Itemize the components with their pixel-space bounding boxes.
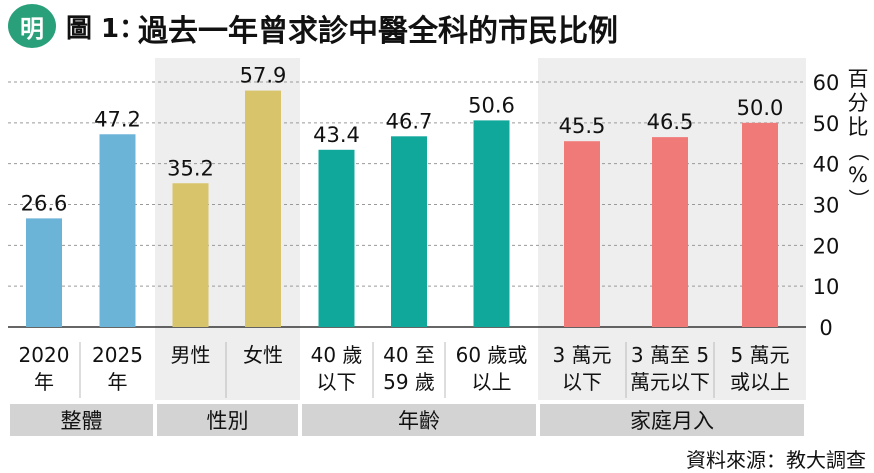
chart-header: 明 圖 1： 過去一年曾求診中醫全科的市民比例: [0, 0, 874, 52]
category-label: 以上: [472, 370, 512, 394]
group-label-bar: [157, 404, 298, 436]
category-label: 萬元以下: [630, 370, 710, 394]
group-label: 性別: [207, 409, 249, 433]
category-label: 以下: [317, 370, 357, 394]
bar: [26, 218, 62, 327]
bar: [652, 137, 688, 327]
bar: [99, 134, 136, 327]
data-label: 45.5: [559, 114, 606, 138]
y-tick-label: 50: [813, 112, 840, 136]
y-axis-label-char: %: [848, 163, 868, 187]
category-label: 3 萬至 5: [631, 343, 709, 367]
category-label: 40 歲: [311, 343, 363, 367]
bar: [564, 141, 600, 327]
category-label: 男性: [171, 343, 211, 367]
group-label-bar: [302, 404, 536, 436]
y-axis-label-char: 比: [848, 115, 869, 139]
y-tick-label: 20: [813, 234, 840, 258]
group-label: 家庭月入: [630, 409, 714, 433]
y-axis-label-char: （: [846, 141, 870, 162]
bar: [245, 90, 281, 327]
category-label: 以下: [562, 370, 602, 394]
y-tick-label: 60: [813, 71, 840, 95]
y-tick-label: 0: [819, 316, 832, 340]
y-tick-label: 40: [813, 153, 840, 177]
publisher-logo: 明: [8, 4, 56, 48]
category-label: 59 歲: [383, 370, 435, 394]
category-label: 40 至: [383, 343, 435, 367]
data-label: 47.2: [94, 107, 141, 131]
y-tick-label: 30: [813, 194, 840, 218]
y-axis-label-char: ）: [846, 189, 870, 210]
chart-title: 過去一年曾求診中醫全科的市民比例: [138, 14, 618, 49]
data-label: 26.6: [21, 191, 68, 215]
category-label: 年: [108, 370, 128, 394]
data-label: 50.6: [468, 93, 515, 117]
bar-chart: 26.6 2020 年 47.2 2025 年 35.2 男性 57.9 女性 43.4 40 歲以下…: [8, 58, 870, 436]
y-axis-label-char: 百: [848, 67, 869, 91]
group-label-bar: [10, 404, 153, 436]
data-label: 57.9: [240, 64, 287, 88]
data-label: 46.7: [386, 109, 433, 133]
bar: [391, 136, 427, 327]
bar: [318, 149, 355, 327]
category-label: 年: [34, 370, 54, 394]
y-tick-label: 10: [813, 275, 840, 299]
category-label: 3 萬元: [552, 343, 611, 367]
data-label: 35.2: [167, 156, 214, 180]
source-note: 資料來源：教大調查: [686, 448, 866, 472]
figure-label: 圖 1：: [66, 14, 146, 44]
category-label: 60 歲或: [456, 343, 528, 367]
data-label: 46.5: [647, 110, 694, 134]
data-label: 50.0: [737, 96, 784, 120]
category-label: 5 萬元: [730, 343, 789, 367]
category-label: 2020: [19, 343, 70, 367]
group-label: 整體: [61, 409, 103, 433]
y-axis-label-char: 分: [848, 91, 869, 115]
group-label: 年齡: [398, 409, 440, 433]
category-label: 或以上: [730, 370, 790, 394]
bar: [172, 183, 209, 327]
bar: [473, 120, 510, 327]
bar: [742, 122, 778, 327]
data-label: 43.4: [313, 123, 360, 147]
category-label: 2025: [92, 343, 143, 367]
group-label-bar: [540, 404, 804, 436]
category-label: 女性: [243, 343, 283, 367]
